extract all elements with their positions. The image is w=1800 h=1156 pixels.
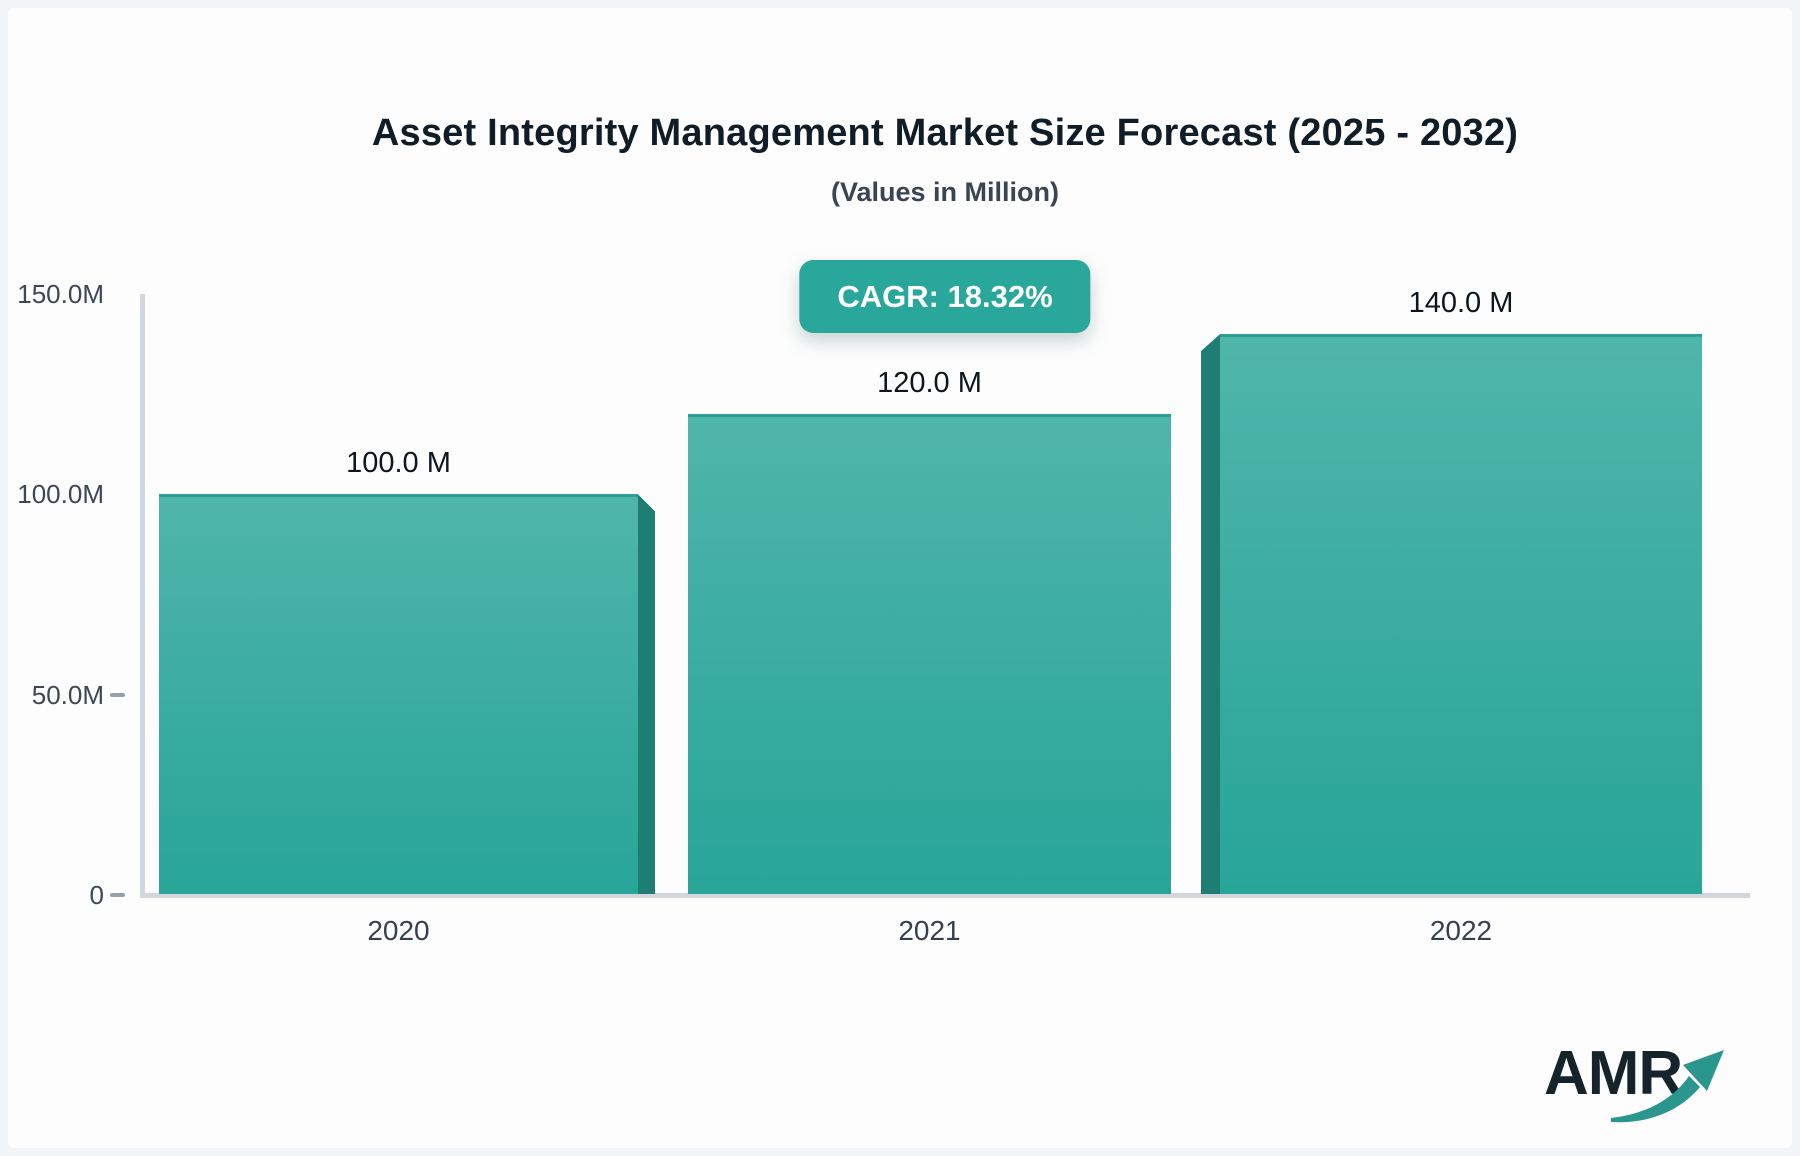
chart-header: Asset Integrity Management Market Size F… — [140, 8, 1750, 333]
bar-2020 — [159, 494, 638, 894]
y-axis-label: 0 — [89, 880, 104, 910]
cagr-badge-label: CAGR: 18.32% — [837, 279, 1053, 314]
bar-value-label: 100.0 M — [346, 447, 451, 480]
y-axis-label: 150.0M — [17, 279, 104, 309]
x-axis-label: 2022 — [1429, 915, 1493, 946]
chart-subtitle: (Values in Million) — [830, 177, 1060, 207]
y-axis-tick — [110, 692, 125, 697]
x-axis-line — [140, 893, 1750, 898]
bar-2021 — [688, 414, 1171, 894]
chart-title: Asset Integrity Management Market Size F… — [371, 112, 1519, 154]
trend-up-arrow-icon — [1611, 1050, 1724, 1123]
y-axis-label: 100.0M — [17, 479, 104, 510]
y-axis-label: 50.0M — [31, 679, 104, 710]
chart-card: Asset Integrity Management Market Size F… — [8, 8, 1792, 1148]
amr-logo-text: AMR — [1544, 1039, 1683, 1108]
x-axis-label: 2020 — [367, 915, 430, 946]
bar-2022 — [1220, 334, 1702, 894]
bar-side-shadow — [1201, 334, 1220, 894]
bar-side-shadow — [638, 494, 655, 894]
bar-value-label: 120.0 M — [877, 367, 982, 400]
y-axis-line — [140, 294, 145, 898]
amr-logo: AMR — [1538, 1038, 1748, 1133]
x-axis-label: 2021 — [898, 915, 961, 946]
y-axis-tick — [110, 893, 125, 897]
cagr-badge: CAGR: 18.32% — [799, 260, 1091, 333]
bar-value-label: 140.0 M — [1408, 287, 1514, 320]
bar-chart-plot: 150.0M 100.0M 50.0M 0 100.0 M 2020 120.0 M 202… — [8, 8, 1792, 1148]
